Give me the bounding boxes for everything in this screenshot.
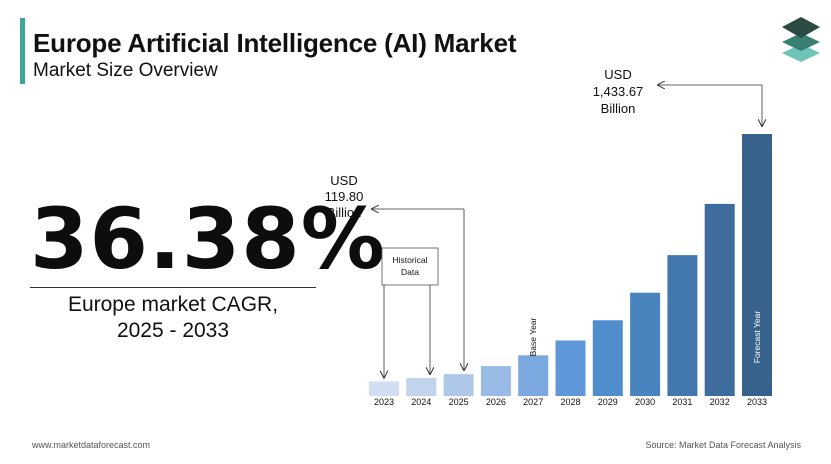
bar-2032: [704, 203, 735, 396]
tick-label-2029: 2029: [598, 397, 618, 407]
bars-group: Base Year Forecast Year: [369, 134, 772, 396]
bar-2030: [630, 292, 661, 396]
bar-2029: [592, 320, 623, 396]
footer-website: www.marketdataforecast.com: [32, 440, 151, 450]
annotations-group: HistoricalDataUSD119.80BillionUSD1,433.6…: [325, 67, 762, 377]
cagr-label: Europe market CAGR, 2025 - 2033: [30, 292, 316, 344]
value-2025-line1: USD: [330, 173, 357, 188]
historical-data-label-line2: Data: [401, 267, 419, 277]
bar-2027: [518, 355, 549, 396]
bar-2026: [480, 366, 511, 396]
historical-data-box: [381, 247, 439, 286]
bar-2023: [369, 381, 399, 396]
title-accent-bar: [20, 18, 25, 84]
page-subtitle: Market Size Overview: [33, 60, 218, 81]
tick-label-2032: 2032: [710, 397, 730, 407]
tick-label-2024: 2024: [411, 397, 431, 407]
bar-2031: [667, 255, 698, 396]
bar-label-2033: Forecast Year: [752, 311, 762, 364]
value-2033-line1: USD: [604, 67, 631, 82]
bar-2024: [406, 377, 437, 396]
bar-2033: [742, 134, 772, 396]
tick-label-2033: 2033: [747, 397, 767, 407]
stacked-layers-logo-icon: [782, 17, 820, 62]
tick-label-2026: 2026: [486, 397, 506, 407]
page-title: Europe Artificial Intelligence (AI) Mark…: [33, 28, 517, 58]
cagr-label-line1: Europe market CAGR,: [67, 293, 279, 316]
bar-2028: [555, 340, 586, 396]
value-2025-line2: 119.80: [325, 189, 364, 204]
historical-data-label-line1: Historical: [393, 255, 428, 265]
value-2033-line2: 1,433.67: [593, 84, 644, 99]
tick-label-2031: 2031: [672, 397, 692, 407]
tick-label-2027: 2027: [523, 397, 543, 407]
tick-label-2030: 2030: [635, 397, 655, 407]
footer-source: Source: Market Data Forecast Analysis: [645, 440, 801, 450]
tick-label-2028: 2028: [560, 397, 580, 407]
cagr-divider: [30, 287, 316, 288]
tick-label-2025: 2025: [449, 397, 469, 407]
x-axis-ticks: 2023 2024 2025 2026 2027 2028 2029 2030 2031 2032…: [374, 397, 767, 407]
bar-label-2027: Base Year: [528, 317, 538, 356]
value-2033-line3: Billion: [601, 101, 636, 116]
value-2025-line3: Billion: [327, 205, 362, 220]
tick-label-2023: 2023: [374, 397, 394, 407]
bar-2025: [443, 374, 474, 396]
cagr-label-line2: 2025 - 2033: [116, 319, 230, 342]
